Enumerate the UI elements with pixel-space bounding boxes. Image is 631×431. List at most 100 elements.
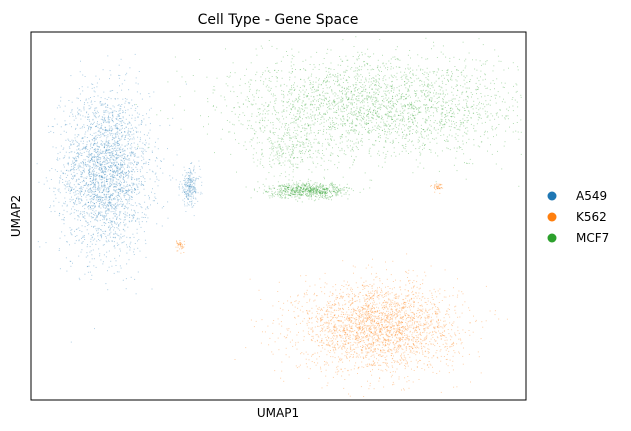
- scatter-point: [118, 74, 120, 76]
- scatter-point: [90, 159, 92, 161]
- scatter-point: [126, 189, 128, 191]
- scatter-point: [406, 295, 408, 297]
- scatter-point: [337, 340, 339, 342]
- scatter-point: [103, 135, 105, 137]
- scatter-point: [115, 136, 117, 138]
- scatter-point: [109, 152, 111, 154]
- scatter-point: [426, 321, 428, 323]
- scatter-point: [116, 166, 118, 168]
- scatter-point: [90, 188, 92, 190]
- scatter-point: [89, 154, 91, 156]
- scatter-point: [93, 185, 95, 187]
- scatter-point: [88, 105, 90, 107]
- scatter-point: [99, 198, 101, 200]
- scatter-point: [89, 160, 91, 161]
- scatter-point: [189, 169, 191, 171]
- scatter-point: [105, 283, 107, 285]
- scatter-point: [454, 309, 456, 311]
- scatter-point: [189, 191, 191, 193]
- scatter-point: [381, 341, 383, 343]
- scatter-point: [117, 114, 119, 115]
- scatter-point: [93, 156, 95, 158]
- scatter-point: [438, 324, 440, 326]
- scatter-point: [91, 195, 93, 197]
- scatter-point: [310, 329, 312, 330]
- scatter-point: [443, 320, 445, 322]
- scatter-point: [478, 356, 480, 358]
- scatter-point: [411, 339, 412, 341]
- scatter-point: [421, 368, 423, 369]
- scatter-point: [131, 117, 133, 119]
- scatter-point: [372, 369, 373, 371]
- scatter-point: [382, 341, 384, 343]
- scatter-point: [130, 204, 132, 206]
- scatter-point: [130, 155, 132, 157]
- scatter-point: [111, 154, 113, 156]
- scatter-point: [80, 176, 82, 177]
- scatter-point: [442, 327, 444, 329]
- scatter-point: [122, 170, 124, 172]
- scatter-point: [104, 185, 106, 187]
- scatter-point: [101, 237, 102, 239]
- scatter-point: [368, 352, 370, 354]
- scatter-point: [156, 157, 157, 159]
- scatter-point: [90, 202, 92, 204]
- scatter-point: [380, 288, 382, 290]
- scatter-point: [409, 351, 411, 353]
- scatter-point: [94, 148, 96, 150]
- scatter-point: [368, 388, 370, 390]
- scatter-point: [395, 334, 397, 336]
- scatter-point: [112, 171, 114, 173]
- scatter-point: [418, 288, 420, 290]
- scatter-point: [434, 304, 436, 306]
- scatter-point: [373, 295, 375, 297]
- scatter-point: [95, 165, 97, 167]
- scatter-point: [350, 321, 352, 323]
- scatter-point: [296, 334, 298, 336]
- scatter-point: [130, 276, 132, 278]
- scatter-point: [384, 339, 386, 341]
- scatter-point: [397, 361, 399, 363]
- scatter-point: [438, 319, 439, 321]
- scatter-point: [368, 328, 370, 330]
- scatter-point: [119, 151, 121, 153]
- scatter-point: [419, 321, 421, 323]
- scatter-point: [379, 377, 381, 379]
- scatter-point: [331, 340, 333, 342]
- scatter-point: [69, 123, 71, 125]
- scatter-point: [395, 334, 397, 336]
- scatter-point: [192, 197, 194, 199]
- scatter-point: [395, 306, 396, 308]
- scatter-point: [93, 214, 95, 215]
- scatter-point: [274, 341, 276, 343]
- scatter-point: [89, 175, 91, 177]
- scatter-point: [122, 204, 124, 206]
- scatter-point: [376, 334, 378, 336]
- scatter-point: [352, 344, 354, 346]
- scatter-point: [392, 318, 393, 320]
- scatter-point: [120, 105, 122, 107]
- scatter-point: [98, 205, 100, 207]
- scatter-point: [440, 335, 441, 337]
- scatter-point: [75, 163, 77, 165]
- scatter-point: [348, 301, 350, 303]
- scatter-point: [391, 306, 393, 308]
- scatter-point: [117, 105, 119, 106]
- scatter-point: [101, 179, 102, 181]
- scatter-point: [421, 325, 423, 327]
- scatter-point: [342, 316, 343, 318]
- scatter-point: [395, 279, 396, 281]
- scatter-point: [118, 110, 120, 112]
- scatter-point: [123, 158, 125, 160]
- scatter-point: [416, 297, 418, 299]
- scatter-point: [449, 345, 451, 347]
- scatter-point: [192, 187, 194, 189]
- scatter-point: [111, 194, 113, 196]
- scatter-point: [74, 169, 76, 171]
- scatter-point: [358, 336, 360, 338]
- scatter-point: [357, 356, 359, 358]
- scatter-point: [101, 204, 103, 206]
- scatter-point: [160, 160, 162, 162]
- scatter-point: [121, 164, 123, 166]
- scatter-point: [100, 167, 102, 169]
